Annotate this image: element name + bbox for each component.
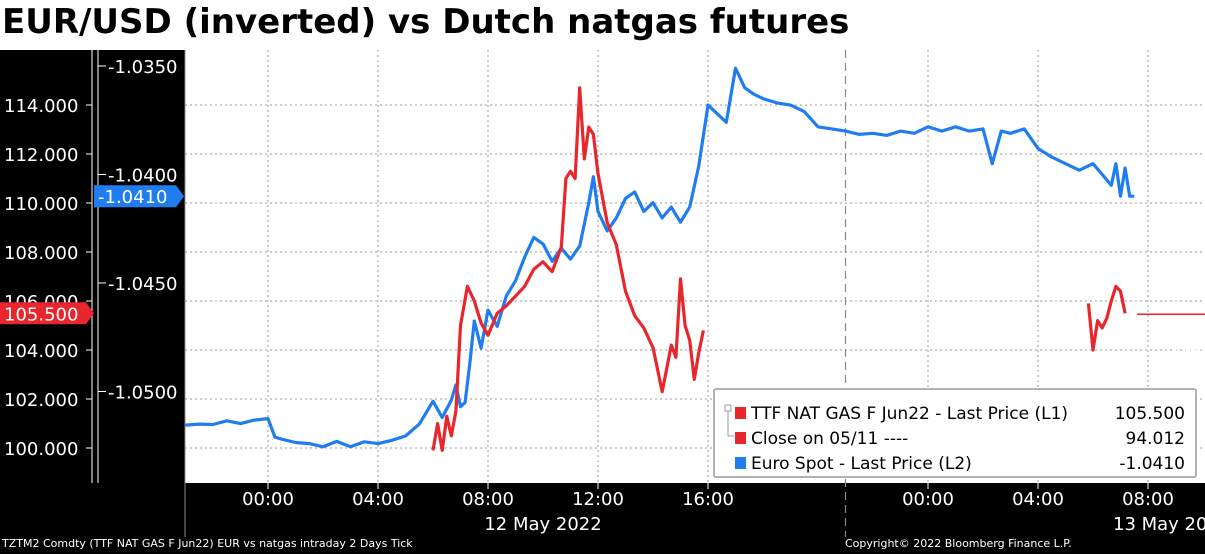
- left-axis-bg: [0, 50, 92, 483]
- gas-value-tag: 105.500: [0, 302, 94, 325]
- legend-label-1: Close on 05/11 ----: [751, 429, 908, 449]
- footer-source: TZTM2 Comdty (TTF NAT GAS F Jun22) EUR v…: [2, 537, 413, 550]
- right-tick-label-2: -1.0450: [108, 274, 177, 295]
- x-tick-label-5: 00:00: [902, 489, 954, 510]
- legend-swatch-2: [735, 457, 746, 469]
- right-axis-ticks: -1.0350 -1.0400 -1.0450 -1.0500: [97, 50, 177, 483]
- x-date-label-0: 12 May 2022: [484, 514, 601, 535]
- left-tick-label-0: 114.000: [4, 96, 78, 117]
- x-tick-label-3: 12:00: [572, 489, 624, 510]
- legend-label-2: Euro Spot - Last Price (L2): [751, 454, 972, 474]
- x-tick-label-4: 16:00: [682, 489, 734, 510]
- x-date-label-1: 13 May 2022: [1113, 514, 1205, 535]
- title-bar: EUR/USD (inverted) vs Dutch natgas futur…: [0, 0, 1205, 50]
- legend-tree-line: [727, 411, 734, 437]
- euro-value-tag-shape: [94, 185, 184, 208]
- chart-svg: 114.000112.000110.000108.000106.000104.0…: [0, 50, 1205, 537]
- x-tick-label-2: 08:00: [462, 489, 514, 510]
- x-tick-label-7: 08:00: [1122, 489, 1174, 510]
- legend-swatch-1: [735, 432, 746, 444]
- footer-copyright: Copyright© 2022 Bloomberg Finance L.P.: [845, 537, 1072, 550]
- x-axis-ticks: 00:00 04:00 08:00 12:00 16:00 00:00 04:00 08:00…: [242, 483, 1205, 535]
- legend-value-0: 105.500: [1115, 404, 1185, 424]
- legend-swatch-0: [735, 407, 746, 419]
- chart-legend: TTF NAT GAS F Jun22 - Last Price (L1) 105…: [713, 388, 1197, 478]
- x-tick-label-6: 04:00: [1012, 489, 1064, 510]
- legend-value-1: 94.012: [1126, 429, 1185, 449]
- left-tick-label-1: 112.000: [4, 145, 78, 166]
- x-tick-label-1: 04:00: [352, 489, 404, 510]
- left-tick-label-7: 100.000: [4, 439, 78, 460]
- left-tick-label-2: 110.000: [4, 194, 78, 215]
- gas-value-tag-shape: [0, 302, 94, 325]
- left-tick-label-3: 108.000: [4, 243, 78, 264]
- legend-box: [713, 388, 1197, 478]
- legend-label-0: TTF NAT GAS F Jun22 - Last Price (L1): [750, 404, 1068, 424]
- left-tick-label-6: 102.000: [4, 390, 78, 411]
- value-tags: 105.500 -1.0410 +11.48 12.22%: [0, 185, 1205, 364]
- series-line-euro-0: [185, 66, 1135, 449]
- left-tick-label-5: 104.000: [4, 341, 78, 362]
- series-line-gas-1: [1086, 284, 1127, 352]
- change-abs: +11.48: [1138, 317, 1205, 338]
- left-axis-ticks: 114.000112.000110.000108.000106.000104.0…: [0, 50, 93, 483]
- right-tick-label-1: -1.0400: [108, 166, 177, 187]
- series-line-gas-0: [431, 86, 705, 452]
- series-lines: [185, 66, 1135, 452]
- euro-value-tag-label: -1.0410: [98, 187, 167, 208]
- x-tick-label-0: 00:00: [242, 489, 294, 510]
- gas-value-tag-label: 105.500: [4, 304, 78, 325]
- page-title: EUR/USD (inverted) vs Dutch natgas futur…: [2, 2, 850, 42]
- right-tick-label-0: -1.0350: [108, 57, 177, 78]
- change-pct: 12.22%: [1138, 343, 1205, 364]
- legend-value-2: -1.0410: [1119, 454, 1185, 474]
- right-tick-label-3: -1.0500: [108, 383, 177, 404]
- euro-value-tag: -1.0410: [94, 185, 184, 208]
